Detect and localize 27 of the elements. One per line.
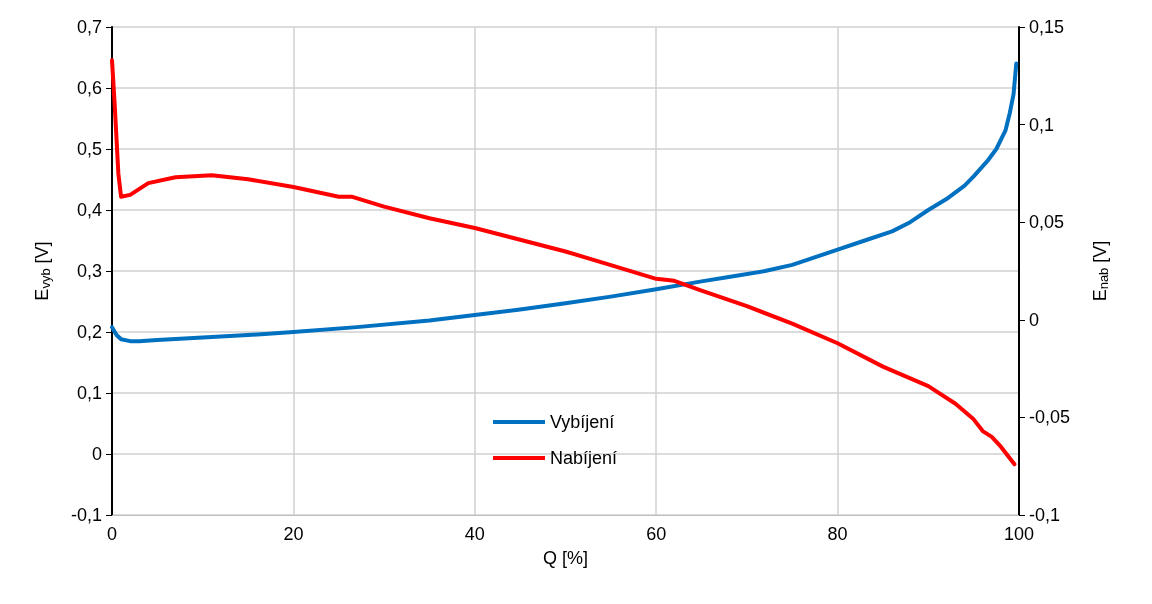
y-tick-label: 0,1 (76, 383, 102, 403)
y2-axis-title: Enab [V] (1089, 240, 1111, 302)
y-tick-label: 0,2 (76, 322, 102, 342)
line-series (110, 58, 1017, 467)
y-tick-label: 0,4 (76, 200, 102, 220)
y-tick-label: 0,5 (76, 139, 102, 159)
y-tick-label: 0,3 (76, 261, 102, 281)
x-axis-title: Q [%] (542, 548, 589, 568)
x-tick-label: 40 (464, 524, 485, 544)
y-tick-label: -0,1 (70, 505, 102, 525)
x-tick-label: 20 (283, 524, 304, 544)
y2-tick-label: 0,15 (1029, 17, 1065, 37)
y-tick-label: 0,7 (76, 17, 102, 37)
x-tick-label: 100 (1003, 524, 1035, 544)
y2-tick-label: -0,1 (1029, 505, 1061, 525)
y-tick-label: 0 (91, 444, 102, 464)
x-tick-label: 0 (106, 524, 118, 544)
line-series (110, 61, 1019, 344)
y2-tick-label: 0,05 (1029, 212, 1065, 233)
x-tick-label: 60 (646, 524, 667, 544)
legend-label: Vybíjení (550, 412, 615, 432)
legend-label: Nabíjení (550, 448, 618, 468)
y2-tick-label: -0,05 (1029, 407, 1071, 428)
y-tick-label: 0,6 (76, 78, 102, 98)
y2-tick-label: 0 (1029, 309, 1040, 330)
x-tick-label: 80 (827, 524, 848, 544)
y2-tick-label: 0,1 (1029, 114, 1055, 135)
